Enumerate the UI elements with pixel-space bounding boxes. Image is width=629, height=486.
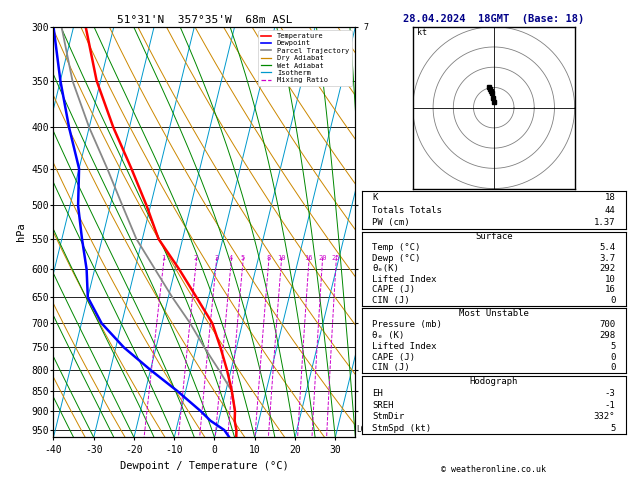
Text: 5: 5 (241, 255, 245, 261)
Title: 51°31'N  357°35'W  68m ASL: 51°31'N 357°35'W 68m ASL (116, 15, 292, 25)
Text: StmDir: StmDir (372, 412, 404, 421)
Text: 292: 292 (599, 264, 615, 273)
Y-axis label: hPa: hPa (16, 223, 26, 242)
Text: 20: 20 (318, 255, 326, 261)
Text: Totals Totals: Totals Totals (372, 206, 442, 215)
Text: 700: 700 (599, 320, 615, 329)
Text: SREH: SREH (372, 400, 394, 410)
Text: © weatheronline.co.uk: © weatheronline.co.uk (442, 465, 546, 474)
Text: 2: 2 (194, 255, 198, 261)
Text: θₑ (K): θₑ (K) (372, 331, 404, 340)
Text: 298: 298 (599, 331, 615, 340)
Text: 10: 10 (604, 275, 615, 284)
Text: CAPE (J): CAPE (J) (372, 353, 415, 362)
Text: 3: 3 (214, 255, 218, 261)
Text: Temp (°C): Temp (°C) (372, 243, 421, 252)
Text: Lifted Index: Lifted Index (372, 275, 437, 284)
Text: 1.37: 1.37 (594, 218, 615, 227)
Text: CIN (J): CIN (J) (372, 364, 410, 372)
Text: 28.04.2024  18GMT  (Base: 18): 28.04.2024 18GMT (Base: 18) (403, 14, 584, 24)
Text: LCL: LCL (356, 425, 370, 434)
Text: PW (cm): PW (cm) (372, 218, 410, 227)
Text: CIN (J): CIN (J) (372, 296, 410, 305)
Text: Pressure (mb): Pressure (mb) (372, 320, 442, 329)
Text: 0: 0 (610, 364, 615, 372)
Text: 3.7: 3.7 (599, 254, 615, 262)
Text: 5: 5 (610, 424, 615, 433)
Text: 8: 8 (267, 255, 270, 261)
Text: CAPE (J): CAPE (J) (372, 285, 415, 295)
X-axis label: Dewpoint / Temperature (°C): Dewpoint / Temperature (°C) (120, 461, 289, 470)
Text: Lifted Index: Lifted Index (372, 342, 437, 351)
Text: 44: 44 (604, 206, 615, 215)
Text: EH: EH (372, 389, 383, 398)
Text: 10: 10 (277, 255, 286, 261)
Text: Dewp (°C): Dewp (°C) (372, 254, 421, 262)
Text: StmSpd (kt): StmSpd (kt) (372, 424, 431, 433)
Text: Hodograph: Hodograph (470, 377, 518, 386)
Text: -3: -3 (604, 389, 615, 398)
Text: 5: 5 (610, 342, 615, 351)
Text: 0: 0 (610, 353, 615, 362)
Text: 25: 25 (331, 255, 340, 261)
Text: 0: 0 (610, 296, 615, 305)
Text: 18: 18 (604, 193, 615, 202)
Legend: Temperature, Dewpoint, Parcel Trajectory, Dry Adiabat, Wet Adiabat, Isotherm, Mi: Temperature, Dewpoint, Parcel Trajectory… (258, 30, 352, 86)
Text: kt: kt (417, 28, 427, 37)
Text: 4: 4 (229, 255, 233, 261)
Y-axis label: km
ASL: km ASL (381, 223, 397, 242)
Text: Most Unstable: Most Unstable (459, 309, 529, 318)
Text: 16: 16 (304, 255, 313, 261)
Text: θₑ(K): θₑ(K) (372, 264, 399, 273)
Text: 5.4: 5.4 (599, 243, 615, 252)
Text: K: K (372, 193, 377, 202)
Text: 332°: 332° (594, 412, 615, 421)
Text: -1: -1 (604, 400, 615, 410)
Text: 1: 1 (162, 255, 165, 261)
Text: 16: 16 (604, 285, 615, 295)
Text: Surface: Surface (475, 232, 513, 242)
